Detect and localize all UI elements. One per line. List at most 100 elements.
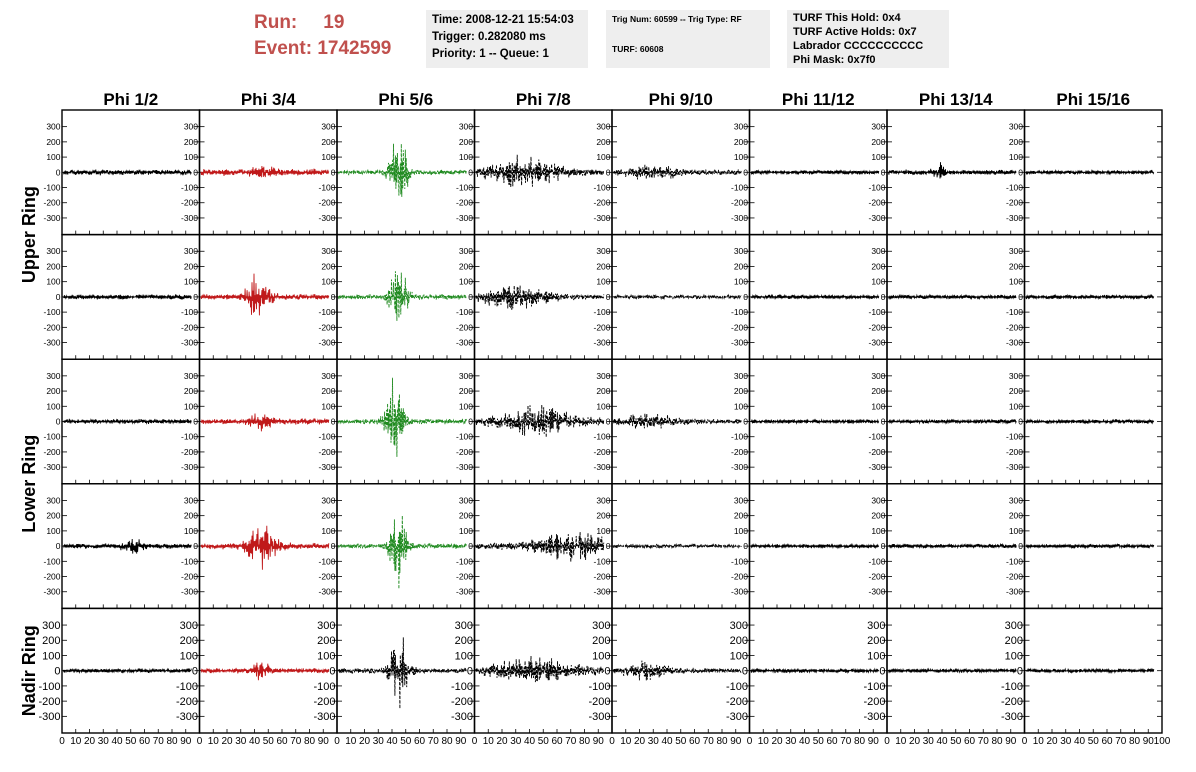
x-tick-label: 50	[813, 736, 825, 747]
y-tick-label: 300	[184, 246, 198, 256]
y-tick-label: -200	[868, 198, 885, 208]
y-tick-label: 0	[331, 541, 336, 551]
y-tick-label: -100	[1006, 556, 1023, 566]
y-tick-label: 100	[184, 277, 198, 287]
x-tick-label: 60	[826, 736, 838, 747]
y-tick-label: 100	[317, 650, 335, 662]
event-label: Event:	[254, 38, 313, 59]
y-tick-label: 300	[46, 122, 60, 132]
y-tick-label: -100	[726, 681, 748, 693]
x-tick-label: 50	[263, 736, 275, 747]
y-tick-label: 300	[871, 122, 885, 132]
y-tick-label: -200	[868, 572, 885, 582]
y-tick-label: -200	[863, 696, 885, 708]
row-label: Lower Ring	[19, 435, 39, 533]
x-tick-label: 10	[620, 736, 632, 747]
y-tick-label: -300	[1001, 711, 1023, 723]
y-tick-label: 300	[180, 620, 198, 632]
y-tick-label: -100	[588, 681, 610, 693]
column-header: Phi 5/6	[378, 90, 433, 109]
x-tick-label: 20	[496, 736, 508, 747]
y-tick-label: -200	[43, 198, 60, 208]
y-tick-label: -300	[456, 338, 473, 348]
y-tick-label: -300	[868, 213, 885, 223]
y-tick-label: 200	[459, 386, 473, 396]
y-tick-label: 200	[871, 261, 885, 271]
y-tick-label: -300	[43, 587, 60, 597]
x-tick-label: 90	[180, 736, 192, 747]
y-tick-label: 0	[1018, 167, 1023, 177]
y-tick-label: 100	[459, 152, 473, 162]
y-tick-label: 100	[455, 650, 473, 662]
y-tick-label: -100	[593, 556, 610, 566]
waveform-trace	[1025, 293, 1155, 301]
y-tick-label: 100	[46, 152, 60, 162]
x-tick-label: 90	[868, 736, 880, 747]
y-tick-label: -200	[318, 572, 335, 582]
y-tick-label: 0	[606, 292, 611, 302]
x-tick-label: 0	[747, 736, 753, 747]
x-tick-label: 0	[59, 736, 65, 747]
y-tick-label: -200	[43, 322, 60, 332]
y-tick-label: 0	[468, 292, 473, 302]
column-header: Phi 1/2	[103, 90, 158, 109]
y-tick-label: 200	[184, 137, 198, 147]
y-tick-label: 200	[1009, 386, 1023, 396]
y-tick-label: 100	[871, 152, 885, 162]
waveform-trace	[750, 418, 880, 425]
y-tick-label: 200	[596, 386, 610, 396]
x-tick-label: 70	[1115, 736, 1127, 747]
y-tick-label: -200	[868, 447, 885, 457]
y-tick-label: -200	[43, 572, 60, 582]
y-tick-label: 100	[1009, 401, 1023, 411]
y-tick-label: 200	[317, 635, 335, 647]
y-tick-label: 200	[184, 261, 198, 271]
x-tick-label: 90	[730, 736, 742, 747]
y-tick-label: 0	[329, 666, 335, 678]
y-tick-label: -200	[1006, 322, 1023, 332]
y-tick-label: -200	[731, 322, 748, 332]
y-tick-label: -100	[1006, 182, 1023, 192]
y-tick-label: -100	[456, 556, 473, 566]
y-tick-label: 200	[734, 137, 748, 147]
y-tick-label: 0	[56, 416, 61, 426]
y-tick-label: 100	[730, 650, 748, 662]
y-tick-label: -300	[593, 462, 610, 472]
waveform-trace	[750, 667, 880, 675]
column-header: Phi 11/12	[782, 90, 855, 109]
trig-info-box: Trig Num: 60599 -- Trig Type: RF TURF: 6…	[606, 10, 770, 68]
y-tick-label: 100	[46, 526, 60, 536]
y-tick-label: -300	[181, 213, 198, 223]
y-tick-label: 200	[321, 511, 335, 521]
time-text: Time: 2008-12-21 15:54:03	[432, 14, 574, 26]
y-tick-label: -300	[313, 711, 335, 723]
y-tick-label: 300	[596, 246, 610, 256]
y-tick-label: 200	[180, 635, 198, 647]
y-tick-label: 0	[192, 666, 198, 678]
column-header: Phi 15/16	[1056, 90, 1130, 109]
y-tick-label: -100	[593, 182, 610, 192]
y-tick-label: 300	[1009, 246, 1023, 256]
y-tick-label: 0	[331, 416, 336, 426]
y-tick-label: -300	[868, 338, 885, 348]
y-tick-label: 300	[317, 620, 335, 632]
y-tick-label: 100	[734, 277, 748, 287]
y-tick-label: 300	[871, 371, 885, 381]
y-tick-label: -300	[868, 587, 885, 597]
labrador-text: Labrador CCCCCCCCCC	[793, 40, 924, 52]
y-tick-label: 200	[867, 635, 885, 647]
y-tick-label: 300	[596, 371, 610, 381]
event-value: 1742599	[317, 38, 392, 59]
y-tick-label: 200	[596, 137, 610, 147]
waveform-trace	[750, 542, 880, 550]
waveform-trace	[200, 525, 330, 570]
y-tick-label: -300	[181, 587, 198, 597]
waveform-trace	[750, 293, 880, 301]
y-tick-label: -100	[868, 556, 885, 566]
x-tick-label: 80	[441, 736, 453, 747]
x-tick-label: 50	[538, 736, 550, 747]
x-tick-label: 60	[964, 736, 976, 747]
run-event-info: Run: 19 Event: 1742599	[254, 10, 391, 62]
y-tick-label: 100	[596, 526, 610, 536]
